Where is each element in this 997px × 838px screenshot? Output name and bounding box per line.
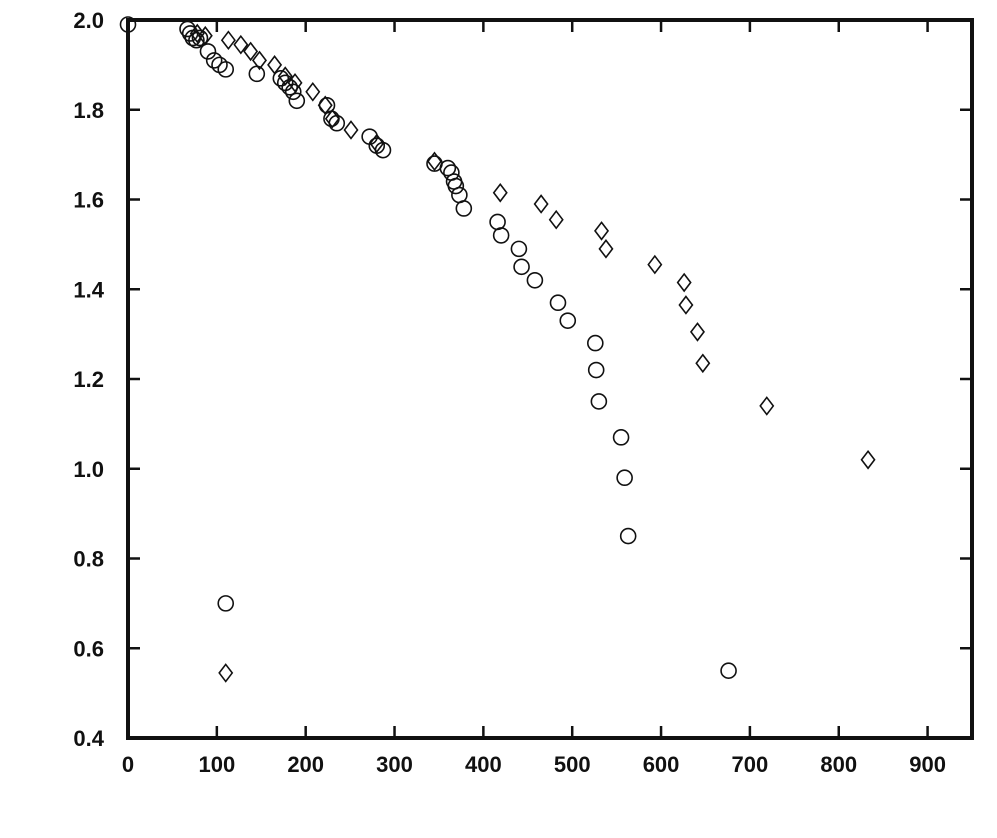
circle-point: [720, 662, 737, 679]
diamond-point: [251, 50, 267, 71]
diamond-point: [220, 30, 236, 51]
y-tick-label: 1.2: [73, 367, 104, 392]
circle-point: [439, 159, 457, 177]
x-tick-label: 100: [198, 752, 235, 777]
diamond-point: [218, 663, 234, 683]
circle-point: [284, 83, 302, 101]
diamond-point: [689, 322, 705, 342]
circle-point: [455, 200, 473, 217]
circle-point: [590, 393, 608, 410]
circle-point: [205, 52, 223, 69]
diamond-point: [197, 25, 213, 46]
circle-point: [587, 334, 604, 352]
diamond-point: [695, 353, 711, 374]
diamond-point: [647, 254, 663, 275]
diamond-point: [267, 55, 283, 75]
diamond-point: [598, 239, 614, 259]
x-axis-tick-labels: 0 100 200 300 400 500 600 700 800 900: [122, 752, 946, 777]
x-tick-label: 0: [122, 752, 134, 777]
circle-point: [526, 271, 544, 289]
circle-point: [288, 92, 306, 110]
diamond-point: [548, 209, 564, 230]
x-tick-label: 300: [376, 752, 413, 777]
circle-point: [272, 70, 290, 87]
diamond-point: [369, 133, 385, 154]
y-tick-label: 1.0: [73, 457, 104, 482]
circle-point: [188, 31, 205, 49]
diamond-point: [277, 66, 293, 86]
diamond-point: [317, 95, 333, 116]
y-tick-label: 0.4: [73, 726, 104, 751]
diamond-point: [759, 396, 775, 416]
diamond-point: [492, 182, 508, 203]
diamond-point: [189, 23, 205, 44]
circle-point: [616, 469, 633, 487]
y-tick-label: 2.0: [73, 8, 104, 33]
diamond-point: [324, 108, 340, 129]
circle-point: [612, 429, 630, 446]
circle-point: [559, 312, 577, 329]
x-tick-label: 400: [465, 752, 502, 777]
y-tick-label: 0.8: [73, 547, 104, 572]
diamond-point: [233, 34, 249, 55]
x-tick-label: 900: [909, 752, 946, 777]
circle-point: [217, 595, 235, 612]
circle-point: [492, 227, 510, 244]
diamond-point: [426, 151, 443, 172]
circle-point: [510, 240, 528, 258]
circle-point: [587, 361, 605, 379]
x-tick-label: 800: [820, 752, 857, 777]
diamond-point: [533, 194, 549, 214]
diamond-point: [343, 120, 359, 140]
x-tick-label: 500: [554, 752, 591, 777]
y-tick-label: 0.6: [73, 636, 104, 661]
diamond-point: [287, 73, 303, 93]
plot-frame: [126, 18, 974, 740]
x-tick-label: 600: [643, 752, 680, 777]
circle-point: [217, 61, 235, 78]
y-tick-label: 1.4: [73, 277, 104, 302]
diamond-point: [243, 41, 259, 62]
diamond-point: [594, 221, 610, 241]
diamond-point: [676, 272, 692, 293]
data-markers: [119, 16, 876, 683]
diamond-point: [678, 295, 694, 315]
x-tick-label: 200: [287, 752, 324, 777]
circle-point: [199, 43, 217, 60]
circle-point: [513, 258, 530, 276]
y-axis-tick-labels: 0.4 0.6 0.8 1.0 1.2 1.4 1.6 1.8 2.0: [73, 8, 104, 751]
circle-point: [447, 177, 465, 195]
circle-point: [191, 29, 209, 47]
diamond-point: [305, 81, 321, 102]
y-tick-label: 1.8: [73, 98, 104, 123]
circle-point: [549, 294, 567, 312]
circle-point: [619, 527, 637, 545]
y-tick-label: 1.6: [73, 188, 104, 213]
x-tick-label: 700: [732, 752, 769, 777]
diamond-point: [860, 449, 876, 470]
